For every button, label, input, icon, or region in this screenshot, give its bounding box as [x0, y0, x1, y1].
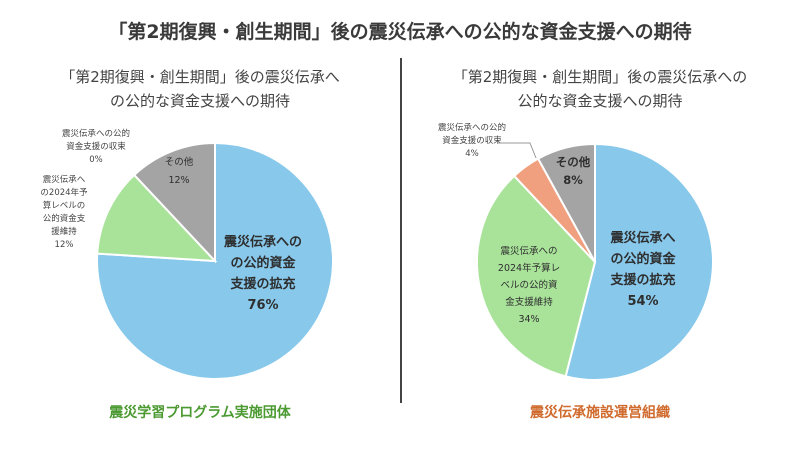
left-chart-title-line2: の公的な資金支援への期待 [109, 92, 290, 110]
pie-slice [564, 142, 714, 381]
left-pie-chart: 震災伝承へのの公的資金支援の拡充 76% 震災伝承への2024年予算レベルの公的資金… [40, 128, 334, 380]
pie-slice [96, 173, 218, 263]
pie-slice [96, 141, 334, 380]
slice-label: 震災伝承への公的資金支援の収束 4% [438, 122, 506, 159]
pie-slice [536, 142, 596, 263]
pie-slice [132, 141, 216, 264]
slice-label: 震災伝承への公的資金支援の収束 0% [62, 128, 130, 165]
leader-line [497, 142, 537, 159]
slice-label: 震災伝承への公的資金支援の拡充 54% [609, 230, 676, 309]
left-chart-title-line1: 「第2期復興・創生期間」後の震災伝承へ [60, 68, 340, 86]
slice-label: 震災伝承への2024年予算レベルの公的資金支援維持 12% [40, 174, 88, 250]
right-chart-title-line1: 「第2期復興・創生期間」後の震災伝承への [452, 68, 748, 86]
slice-label: その他 12% [165, 156, 194, 186]
pie-slice [476, 174, 597, 378]
left-organization-label: 震災学習プログラム実施団体 [109, 405, 291, 421]
right-chart-panel: 「第2期復興・創生期間」後の震災伝承への 公的な資金支援への期待 震災伝承への公… [400, 58, 800, 450]
slice-label: 震災伝承へのの公的資金支援の拡充 76% [223, 234, 302, 313]
right-chart-title-line2: 公的な資金支援への期待 [517, 92, 683, 110]
slice-label: その他 8% [556, 155, 591, 187]
right-organization-label: 震災伝承施設運営組織 [530, 405, 670, 421]
panel-divider [400, 58, 402, 403]
main-title: 「第2期復興・創生期間」後の震災伝承への公的な資金支援への期待 [108, 21, 692, 43]
right-pie-chart: 震災伝承への公的資金支援の拡充 54% 震災伝承への 2024年予算レベルの公的資金支… [438, 122, 714, 381]
slice-label: 震災伝承への 2024年予算レベルの公的資金支援維持 34% [498, 246, 560, 325]
left-chart-panel: 「第2期復興・創生期間」後の震災伝承へ の公的な資金支援への期待 震災伝承へのの… [0, 58, 400, 450]
